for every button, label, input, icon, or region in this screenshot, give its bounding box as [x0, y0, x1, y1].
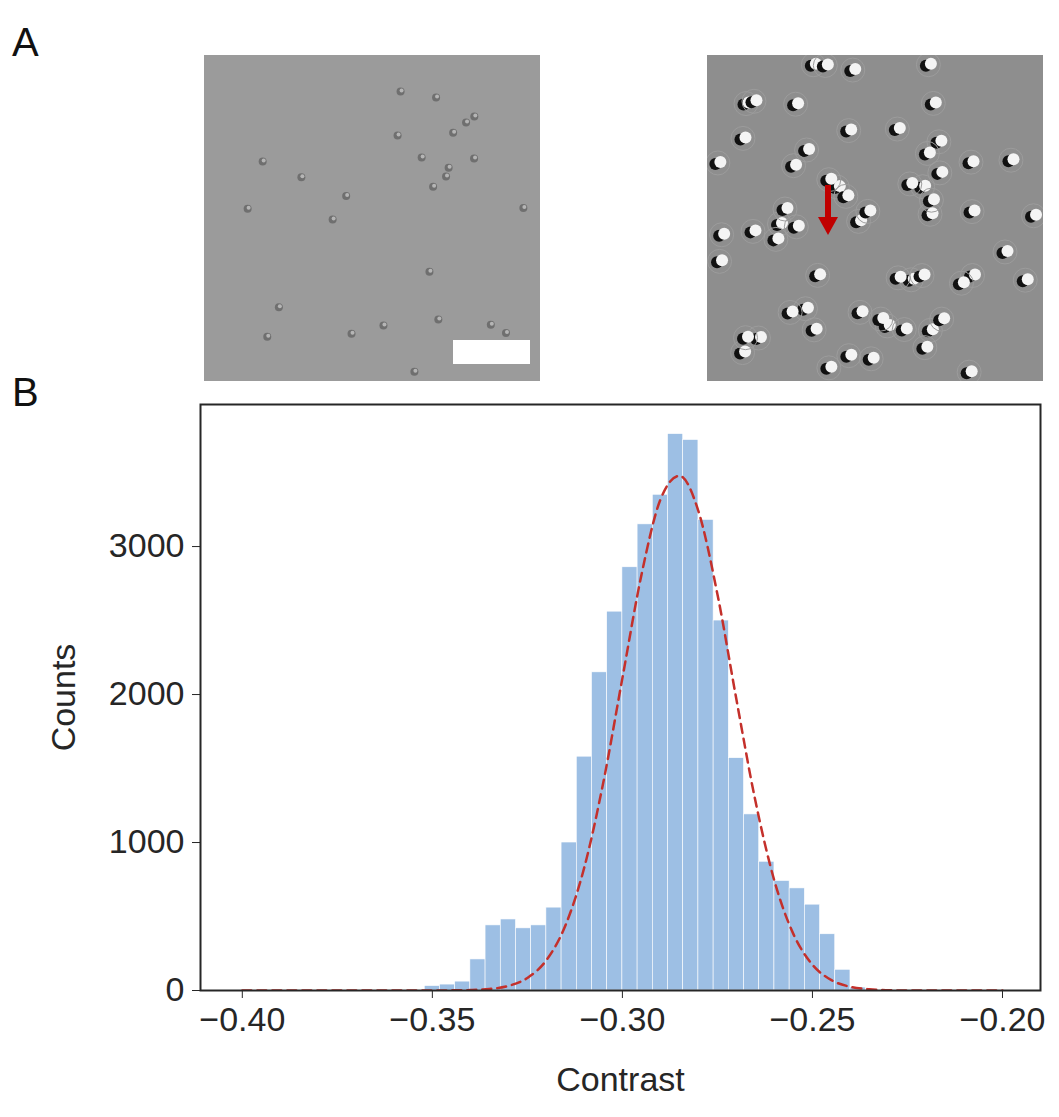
svg-text:−0.25: −0.25	[769, 1000, 855, 1038]
svg-text:0: 0	[166, 970, 185, 1008]
svg-text:Counts: Counts	[44, 644, 82, 752]
svg-text:−0.30: −0.30	[579, 1000, 665, 1038]
svg-text:1000: 1000	[109, 822, 185, 860]
svg-text:−0.35: −0.35	[389, 1000, 475, 1038]
svg-text:−0.20: −0.20	[959, 1000, 1045, 1038]
html-text:A: A	[12, 20, 39, 64]
svg-text:Contrast: Contrast	[556, 1060, 685, 1098]
svg-text:2000: 2000	[109, 674, 185, 712]
svg-text:3000: 3000	[109, 526, 185, 564]
html-text:B: B	[12, 370, 39, 414]
svg-text:−0.40: −0.40	[199, 1000, 285, 1038]
